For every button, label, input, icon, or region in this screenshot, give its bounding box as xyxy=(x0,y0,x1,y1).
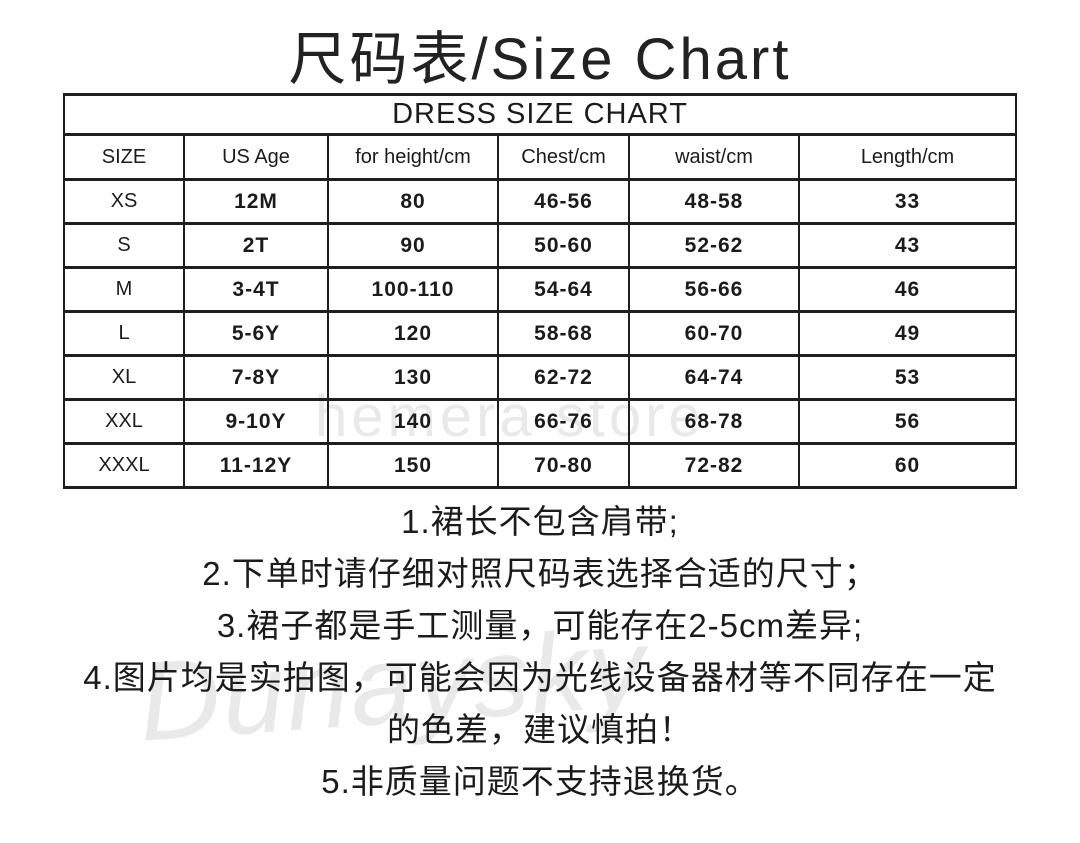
cell-height: 120 xyxy=(327,310,499,357)
cell-height: 80 xyxy=(327,178,499,225)
table-title: DRESS SIZE CHART xyxy=(62,93,1018,136)
cell-size: XL xyxy=(63,354,185,401)
table-header-row: SIZE US Age for height/cm Chest/cm waist… xyxy=(63,133,1018,181)
cell-size: S xyxy=(63,222,185,269)
cell-waist: 72-82 xyxy=(628,442,800,489)
cell-us-age: 3-4T xyxy=(183,266,329,313)
cell-us-age: 7-8Y xyxy=(183,354,329,401)
cell-length: 49 xyxy=(797,310,1018,357)
cell-length: 43 xyxy=(797,222,1018,269)
note-1: 1.裙长不包含肩带; xyxy=(401,503,679,540)
col-header-size: SIZE xyxy=(63,133,185,181)
note-5: 5.非质量问题不支持退换货。 xyxy=(321,763,759,800)
cell-waist: 48-58 xyxy=(628,178,800,225)
cell-us-age: 9-10Y xyxy=(183,398,329,445)
table-row-xxl: XXL 9-10Y 140 66-76 68-78 56 xyxy=(63,398,1018,445)
table-row-s: S 2T 90 50-60 52-62 43 xyxy=(63,222,1018,269)
cell-us-age: 12M xyxy=(183,178,329,225)
cell-waist: 60-70 xyxy=(628,310,800,357)
cell-us-age: 11-12Y xyxy=(183,442,329,489)
note-3: 3.裙子都是手工测量，可能存在2-5cm差异; xyxy=(216,607,864,644)
size-chart-table-head: DRESS SIZE CHART SIZE US Age for height/… xyxy=(62,93,1018,181)
cell-waist: 68-78 xyxy=(628,398,800,445)
cell-size: XXL xyxy=(63,398,185,445)
table-row-xxxl: XXXL 11-12Y 150 70-80 72-82 60 xyxy=(63,442,1018,489)
cell-height: 140 xyxy=(327,398,499,445)
cell-length: 60 xyxy=(797,442,1018,489)
cell-size: L xyxy=(63,310,185,357)
cell-waist: 52-62 xyxy=(628,222,800,269)
cell-size: XXXL xyxy=(63,442,185,489)
col-header-height: for height/cm xyxy=(327,133,499,181)
cell-size: M xyxy=(63,266,185,313)
note-2: 2.下单时请仔细对照尺码表选择合适的尺寸； xyxy=(202,555,878,592)
table-row-xs: XS 12M 80 46-56 48-58 33 xyxy=(63,178,1018,225)
cell-height: 130 xyxy=(327,354,499,401)
table-row-m: M 3-4T 100-110 54-64 56-66 46 xyxy=(63,266,1018,313)
page-title: 尺码表/Size Chart xyxy=(288,27,792,92)
cell-size: XS xyxy=(63,178,185,225)
col-header-length: Length/cm xyxy=(797,133,1018,181)
size-chart-table: DRESS SIZE CHART SIZE US Age for height/… xyxy=(62,93,1018,489)
col-header-waist: waist/cm xyxy=(628,133,800,181)
cell-length: 46 xyxy=(797,266,1018,313)
cell-chest: 50-60 xyxy=(497,222,630,269)
table-title-row: DRESS SIZE CHART xyxy=(62,93,1018,136)
cell-waist: 64-74 xyxy=(628,354,800,401)
cell-chest: 46-56 xyxy=(497,178,630,225)
cell-length: 33 xyxy=(797,178,1018,225)
cell-length: 53 xyxy=(797,354,1018,401)
cell-chest: 66-76 xyxy=(497,398,630,445)
cell-waist: 56-66 xyxy=(628,266,800,313)
cell-chest: 70-80 xyxy=(497,442,630,489)
notes-section: 1.裙长不包含肩带; 2.下单时请仔细对照尺码表选择合适的尺寸； 3.裙子都是手… xyxy=(0,496,1080,808)
col-header-chest: Chest/cm xyxy=(497,133,630,181)
cell-chest: 54-64 xyxy=(497,266,630,313)
col-header-us-age: US Age xyxy=(183,133,329,181)
table-row-xl: XL 7-8Y 130 62-72 64-74 53 xyxy=(63,354,1018,401)
note-4-line-2: 的色差，建议慎拍！ xyxy=(387,711,693,748)
size-chart-table-body: XS 12M 80 46-56 48-58 33 S 2T 90 50-60 5… xyxy=(63,178,1018,489)
cell-length: 56 xyxy=(797,398,1018,445)
cell-height: 150 xyxy=(327,442,499,489)
cell-height: 90 xyxy=(327,222,499,269)
table-row-l: L 5-6Y 120 58-68 60-70 49 xyxy=(63,310,1018,357)
cell-us-age: 2T xyxy=(183,222,329,269)
cell-height: 100-110 xyxy=(327,266,499,313)
cell-us-age: 5-6Y xyxy=(183,310,329,357)
cell-chest: 58-68 xyxy=(497,310,630,357)
cell-chest: 62-72 xyxy=(497,354,630,401)
note-4-line-1: 4.图片均是实拍图，可能会因为光线设备器材等不同存在一定 xyxy=(83,659,997,696)
